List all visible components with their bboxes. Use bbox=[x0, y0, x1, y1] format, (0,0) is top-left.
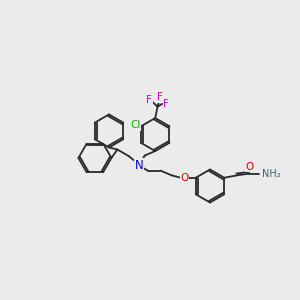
Text: Cl: Cl bbox=[130, 120, 141, 130]
Text: NH₂: NH₂ bbox=[262, 169, 281, 178]
Text: F: F bbox=[163, 99, 169, 109]
Text: O: O bbox=[245, 162, 253, 172]
Text: O: O bbox=[180, 173, 188, 183]
Text: N: N bbox=[135, 159, 144, 172]
Text: F: F bbox=[157, 92, 163, 102]
Text: F: F bbox=[146, 95, 152, 105]
